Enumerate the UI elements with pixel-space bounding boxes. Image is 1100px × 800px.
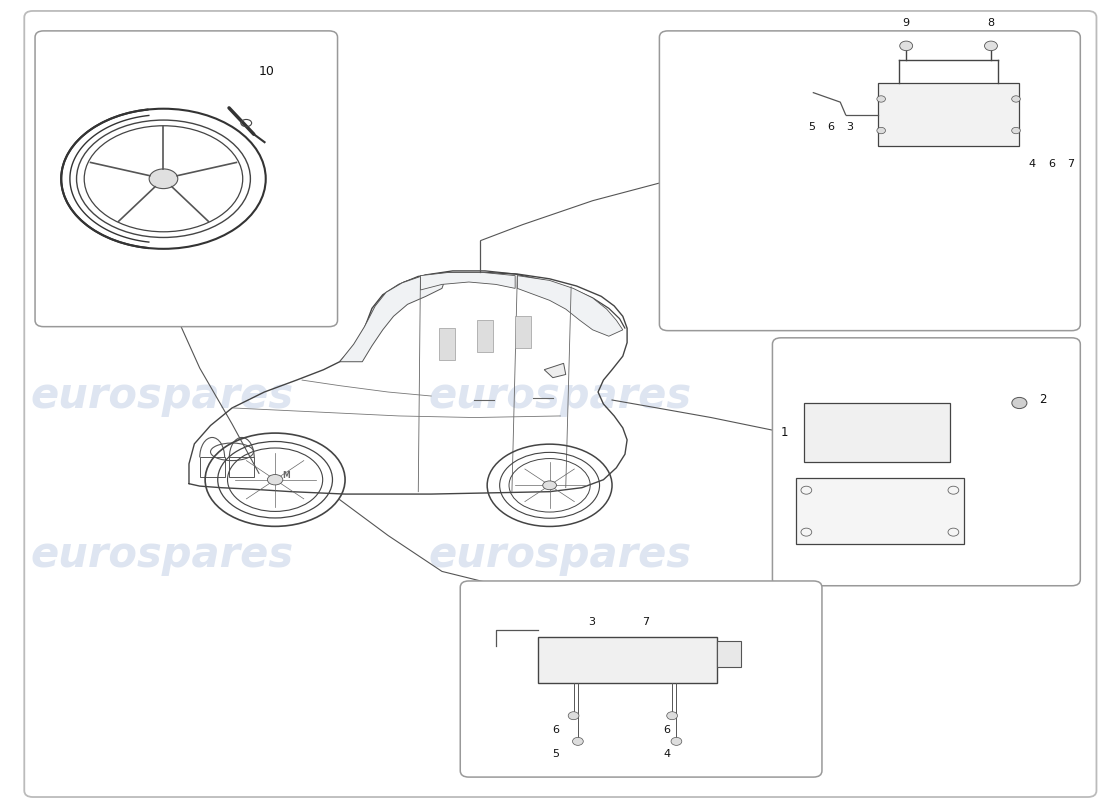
FancyBboxPatch shape xyxy=(24,11,1097,797)
Bar xyxy=(538,637,717,682)
Text: 3: 3 xyxy=(846,122,854,132)
Polygon shape xyxy=(420,273,515,290)
Polygon shape xyxy=(340,274,448,362)
Circle shape xyxy=(572,738,583,746)
Bar xyxy=(229,458,254,478)
Text: 5: 5 xyxy=(807,122,815,132)
Circle shape xyxy=(1012,398,1027,409)
Ellipse shape xyxy=(542,481,557,490)
Text: 7: 7 xyxy=(1067,158,1075,169)
Circle shape xyxy=(900,41,913,50)
Text: 2: 2 xyxy=(1038,393,1046,406)
Circle shape xyxy=(667,712,678,720)
Circle shape xyxy=(1012,127,1021,134)
Polygon shape xyxy=(517,276,623,336)
Bar xyxy=(804,403,949,462)
FancyBboxPatch shape xyxy=(659,31,1080,330)
Bar xyxy=(200,458,224,478)
Bar xyxy=(717,642,741,666)
Text: 6: 6 xyxy=(827,122,834,132)
FancyBboxPatch shape xyxy=(772,338,1080,586)
FancyBboxPatch shape xyxy=(460,581,822,777)
Text: 4: 4 xyxy=(1028,158,1036,169)
Text: eurospares: eurospares xyxy=(429,534,692,577)
Text: 4: 4 xyxy=(663,750,670,759)
Text: 7: 7 xyxy=(641,617,649,627)
FancyArrow shape xyxy=(515,316,531,348)
Ellipse shape xyxy=(267,474,283,485)
Text: eurospares: eurospares xyxy=(31,534,294,577)
FancyArrow shape xyxy=(477,320,493,352)
Text: 1: 1 xyxy=(781,426,789,439)
Circle shape xyxy=(877,127,886,134)
Text: 10: 10 xyxy=(258,65,274,78)
Text: 6: 6 xyxy=(663,726,670,735)
Text: 3: 3 xyxy=(588,617,595,627)
Circle shape xyxy=(1012,96,1021,102)
Circle shape xyxy=(569,712,579,720)
Text: 8: 8 xyxy=(988,18,994,28)
Text: 6: 6 xyxy=(1048,158,1055,169)
Text: eurospares: eurospares xyxy=(31,375,294,417)
Circle shape xyxy=(984,41,998,50)
Ellipse shape xyxy=(150,169,178,189)
FancyArrow shape xyxy=(439,328,455,360)
Text: 6: 6 xyxy=(552,726,559,735)
Text: 9: 9 xyxy=(903,18,910,28)
Circle shape xyxy=(671,738,682,746)
Text: 5: 5 xyxy=(552,750,559,759)
Bar xyxy=(878,83,1020,146)
Circle shape xyxy=(877,96,886,102)
Text: M: M xyxy=(282,471,289,480)
FancyBboxPatch shape xyxy=(35,31,338,326)
Text: eurospares: eurospares xyxy=(429,375,692,417)
Bar xyxy=(795,478,965,544)
Polygon shape xyxy=(544,363,565,378)
